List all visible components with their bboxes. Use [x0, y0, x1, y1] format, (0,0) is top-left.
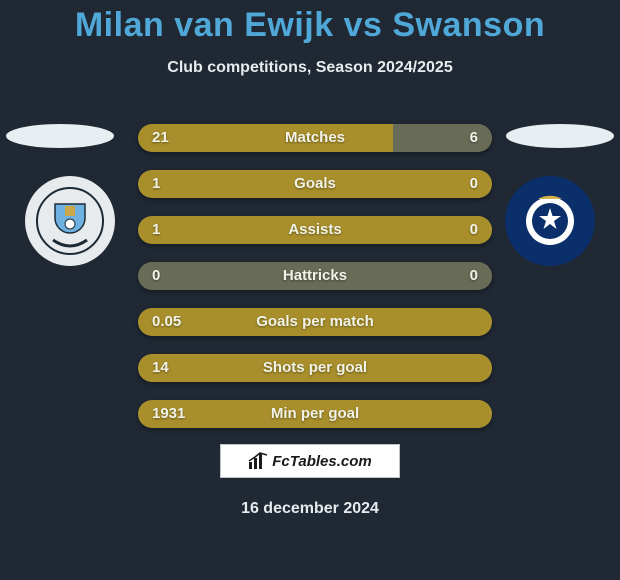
stat-label: Goals per match — [138, 308, 492, 336]
stat-row: 0Hattricks0 — [138, 262, 492, 290]
stat-value-right: 6 — [470, 124, 478, 152]
stat-value-right: 0 — [470, 170, 478, 198]
stat-label: Goals — [138, 170, 492, 198]
stat-row: 1931Min per goal — [138, 400, 492, 428]
watermark-text: FcTables.com — [272, 453, 371, 470]
coventry-city-crest-icon — [35, 186, 105, 256]
logo-shadow-right — [506, 124, 614, 148]
portsmouth-crest-icon — [515, 186, 585, 256]
comparison-infographic: Milan van Ewijk vs Swanson Club competit… — [0, 0, 620, 580]
stat-row: 21Matches6 — [138, 124, 492, 152]
stat-label: Matches — [138, 124, 492, 152]
logo-shadow-left — [6, 124, 114, 148]
stat-value-right: 0 — [470, 262, 478, 290]
stat-label: Shots per goal — [138, 354, 492, 382]
team-logo-left — [25, 176, 115, 266]
stat-value-right: 0 — [470, 216, 478, 244]
stat-label: Hattricks — [138, 262, 492, 290]
stat-bars: 21Matches61Goals01Assists00Hattricks00.0… — [138, 124, 492, 446]
subtitle: Club competitions, Season 2024/2025 — [0, 59, 620, 77]
fctables-logo-icon — [248, 452, 268, 470]
stat-row: 1Assists0 — [138, 216, 492, 244]
stat-row: 1Goals0 — [138, 170, 492, 198]
stat-row: 14Shots per goal — [138, 354, 492, 382]
watermark: FcTables.com — [220, 444, 400, 478]
date-label: 16 december 2024 — [0, 500, 620, 518]
stat-label: Assists — [138, 216, 492, 244]
page-title: Milan van Ewijk vs Swanson — [0, 0, 620, 45]
stat-label: Min per goal — [138, 400, 492, 428]
stat-row: 0.05Goals per match — [138, 308, 492, 336]
team-logo-right — [505, 176, 595, 266]
